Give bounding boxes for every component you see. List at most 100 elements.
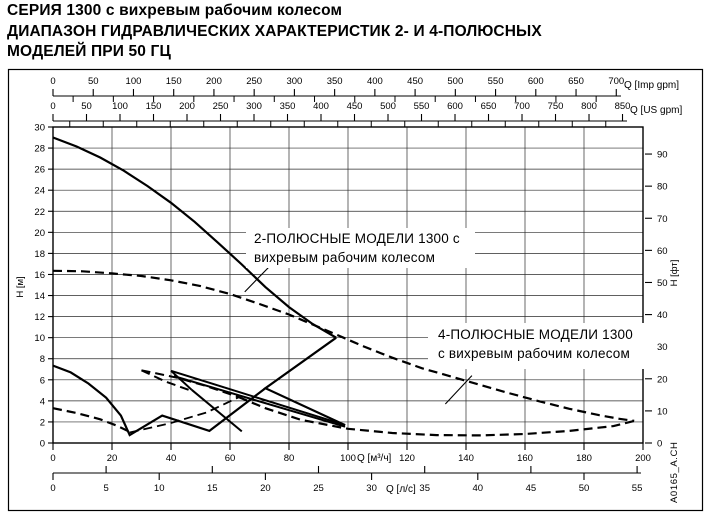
svg-text:140: 140: [458, 453, 474, 464]
svg-text:80: 80: [657, 182, 668, 193]
svg-text:650: 650: [481, 101, 497, 112]
svg-text:55: 55: [632, 483, 643, 494]
svg-text:0: 0: [657, 439, 662, 450]
svg-text:600: 600: [528, 76, 544, 87]
svg-text:16: 16: [34, 270, 45, 281]
drawing-code: A0165_A.CH: [669, 441, 680, 503]
svg-text:24: 24: [34, 186, 45, 197]
svg-text:H [фт]: H [фт]: [669, 260, 680, 287]
svg-text:90: 90: [657, 150, 668, 161]
svg-text:550: 550: [414, 101, 430, 112]
svg-text:700: 700: [514, 101, 530, 112]
svg-text:Q [US gpm]: Q [US gpm]: [630, 105, 682, 116]
title-block: СЕРИЯ 1300 с вихревым рабочим колесом ДИ…: [7, 1, 709, 63]
svg-text:0: 0: [50, 483, 55, 494]
svg-text:70: 70: [657, 214, 668, 225]
svg-text:25: 25: [313, 483, 324, 494]
svg-text:0: 0: [50, 453, 55, 464]
svg-text:28: 28: [34, 144, 45, 155]
svg-text:6: 6: [40, 375, 45, 386]
svg-text:850: 850: [615, 101, 631, 112]
svg-text:150: 150: [146, 101, 162, 112]
svg-text:Q [Imp gpm]: Q [Imp gpm]: [624, 80, 679, 91]
svg-text:500: 500: [380, 101, 396, 112]
annotation-2pole-models: 2-ПОЛЮСНЫЕ МОДЕЛИ 1300 с вихревым рабочи…: [246, 228, 475, 268]
page-subtitle-line1: ДИАПАЗОН ГИДРАВЛИЧЕСКИХ ХАРАКТЕРИСТИК 2-…: [7, 22, 542, 40]
svg-text:100: 100: [126, 76, 142, 87]
svg-text:160: 160: [517, 453, 533, 464]
svg-text:4: 4: [40, 396, 45, 407]
svg-text:26: 26: [34, 165, 45, 176]
svg-text:200: 200: [635, 453, 651, 464]
svg-text:18: 18: [34, 249, 45, 260]
svg-text:350: 350: [280, 101, 296, 112]
svg-text:20: 20: [34, 228, 45, 239]
svg-text:30: 30: [657, 342, 668, 353]
svg-text:450: 450: [347, 101, 363, 112]
svg-text:200: 200: [206, 76, 222, 87]
svg-text:14: 14: [34, 291, 45, 302]
svg-text:30: 30: [34, 123, 45, 134]
svg-text:180: 180: [576, 453, 592, 464]
svg-text:150: 150: [166, 76, 182, 87]
svg-text:400: 400: [313, 101, 329, 112]
svg-text:300: 300: [246, 101, 262, 112]
annotation-4pole-line2: с вихревым рабочим колесом: [438, 345, 630, 361]
svg-text:50: 50: [81, 101, 92, 112]
svg-text:10: 10: [154, 483, 165, 494]
svg-text:10: 10: [34, 333, 45, 344]
svg-text:22: 22: [34, 207, 45, 218]
svg-text:35: 35: [419, 483, 430, 494]
svg-text:0: 0: [50, 76, 55, 87]
svg-text:12: 12: [34, 312, 45, 323]
svg-text:H [м]: H [м]: [15, 276, 26, 297]
svg-text:300: 300: [286, 76, 302, 87]
svg-text:50: 50: [579, 483, 590, 494]
svg-text:100: 100: [112, 101, 128, 112]
svg-text:45: 45: [526, 483, 537, 494]
svg-text:500: 500: [447, 76, 463, 87]
svg-text:50: 50: [88, 76, 99, 87]
svg-text:250: 250: [246, 76, 262, 87]
svg-text:200: 200: [179, 101, 195, 112]
svg-text:20: 20: [657, 374, 668, 385]
svg-text:650: 650: [568, 76, 584, 87]
svg-text:2: 2: [40, 417, 45, 428]
svg-text:20: 20: [260, 483, 271, 494]
svg-text:400: 400: [367, 76, 383, 87]
svg-text:0: 0: [50, 101, 55, 112]
svg-text:600: 600: [447, 101, 463, 112]
svg-text:40: 40: [473, 483, 484, 494]
svg-text:50: 50: [657, 278, 668, 289]
svg-text:20: 20: [107, 453, 118, 464]
svg-text:250: 250: [213, 101, 229, 112]
svg-text:40: 40: [166, 453, 177, 464]
svg-text:40: 40: [657, 310, 668, 321]
svg-text:350: 350: [327, 76, 343, 87]
page-subtitle-line2: МОДЕЛЕЙ ПРИ 50 ГЦ: [7, 43, 171, 60]
svg-text:Q [м³/ч]: Q [м³/ч]: [357, 453, 392, 464]
svg-text:Q [л/с]: Q [л/с]: [386, 484, 416, 495]
svg-text:10: 10: [657, 406, 668, 417]
svg-text:100: 100: [340, 453, 356, 464]
annotation-4pole-line1: 4-ПОЛЮСНЫЕ МОДЕЛИ 1300: [438, 327, 633, 342]
svg-text:120: 120: [399, 453, 415, 464]
svg-text:800: 800: [581, 101, 597, 112]
svg-text:8: 8: [40, 354, 45, 365]
svg-text:60: 60: [657, 246, 668, 257]
svg-text:0: 0: [40, 439, 45, 450]
svg-text:450: 450: [407, 76, 423, 87]
page-title: СЕРИЯ 1300 с вихревым рабочим колесом: [7, 2, 343, 19]
svg-text:15: 15: [207, 483, 218, 494]
svg-text:30: 30: [366, 483, 377, 494]
annotation-2pole-line2: вихревым рабочим колесом: [254, 249, 436, 265]
svg-text:550: 550: [488, 76, 504, 87]
svg-text:5: 5: [103, 483, 108, 494]
svg-text:60: 60: [225, 453, 236, 464]
annotation-2pole-line1: 2-ПОЛЮСНЫЕ МОДЕЛИ 1300 с: [254, 231, 460, 246]
svg-text:750: 750: [548, 101, 564, 112]
svg-text:700: 700: [608, 76, 624, 87]
annotation-4pole-models: 4-ПОЛЮСНЫЕ МОДЕЛИ 1300 с вихревым рабочи…: [428, 323, 654, 369]
